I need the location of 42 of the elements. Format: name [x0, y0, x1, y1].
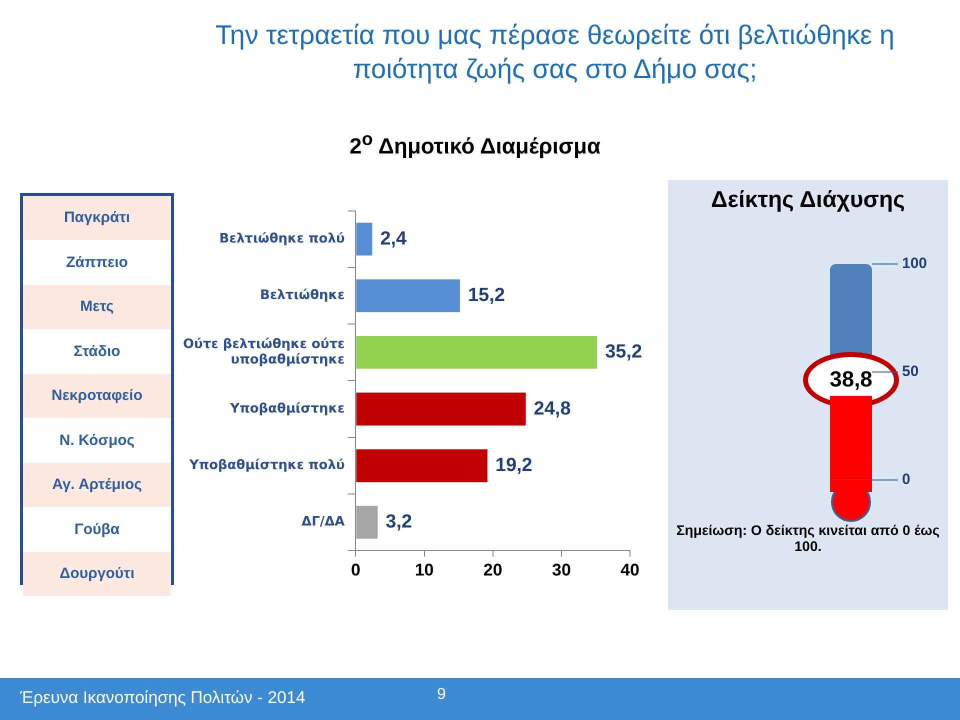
bar: [356, 392, 526, 426]
text: Γούβα: [23, 508, 171, 552]
text: Δουργούτι: [23, 552, 171, 596]
data-label: 38,8: [830, 366, 872, 392]
bar: [356, 449, 488, 482]
y-tick-label: Υποβαθμίστηκε πολύ: [188, 458, 345, 474]
text: Μετς: [23, 285, 171, 330]
text: Παγκράτι: [23, 196, 171, 240]
y-tick-label: 100: [902, 255, 928, 272]
x-tick-label: 20: [483, 560, 502, 580]
chart-subtitle: 2$^{ο}$ Δημοτικό Διαμέρισμα: [348, 128, 602, 160]
y-tick-label: Ούτε βελτιώθηκε ούτε υποβαθμίστηκε: [182, 336, 345, 368]
text: Ν. Κόσμος: [23, 418, 171, 463]
text: Στάδιο: [23, 330, 171, 374]
bar: [356, 506, 378, 539]
text: Αγ. Αρτέμιος: [23, 463, 171, 508]
bar: [356, 336, 598, 369]
data-label: 3,2: [386, 512, 412, 533]
x-tick-label: 10: [414, 560, 434, 580]
chart-title: Δείκτης Διάχυσης: [710, 186, 906, 213]
x-tick-label: 30: [552, 560, 571, 580]
x-tick-label: 0: [351, 560, 360, 580]
y-tick-label: ΔΓ/ΔΑ: [302, 514, 345, 530]
text: 9: [437, 686, 446, 704]
text: Έρευνα Ικανοποίησης Πολιτών - 2014: [20, 688, 306, 708]
data-label: 35,2: [605, 342, 642, 363]
data-label: 19,2: [495, 454, 532, 476]
x-tick-label: 40: [620, 560, 640, 580]
text: Σημείωση: Ο δείκτης κινείται από 0 έως 100.: [675, 522, 941, 554]
y-tick-label: Βελτιώθηκε: [260, 288, 345, 304]
bar: [356, 222, 372, 256]
y-tick-label: Βελτιώθηκε πολύ: [219, 231, 345, 246]
text: Νεκροταφείο: [23, 374, 171, 418]
chart-title: Την τετραετία που μας πέρασε θεωρείτε ότι βελτιώθηκε η ποιότητα ζωής σας στο Δήμο σας;: [214, 19, 896, 86]
data-label: 24,8: [534, 398, 571, 420]
text: Ζάππειο: [23, 240, 171, 285]
y-tick-label: 0: [902, 471, 910, 488]
bar: [356, 279, 460, 312]
data-label: 15,2: [468, 284, 505, 306]
y-tick-label: 50: [902, 363, 919, 380]
y-tick-label: Υποβαθμίστηκε: [229, 401, 345, 416]
data-label: 2,4: [380, 228, 408, 250]
